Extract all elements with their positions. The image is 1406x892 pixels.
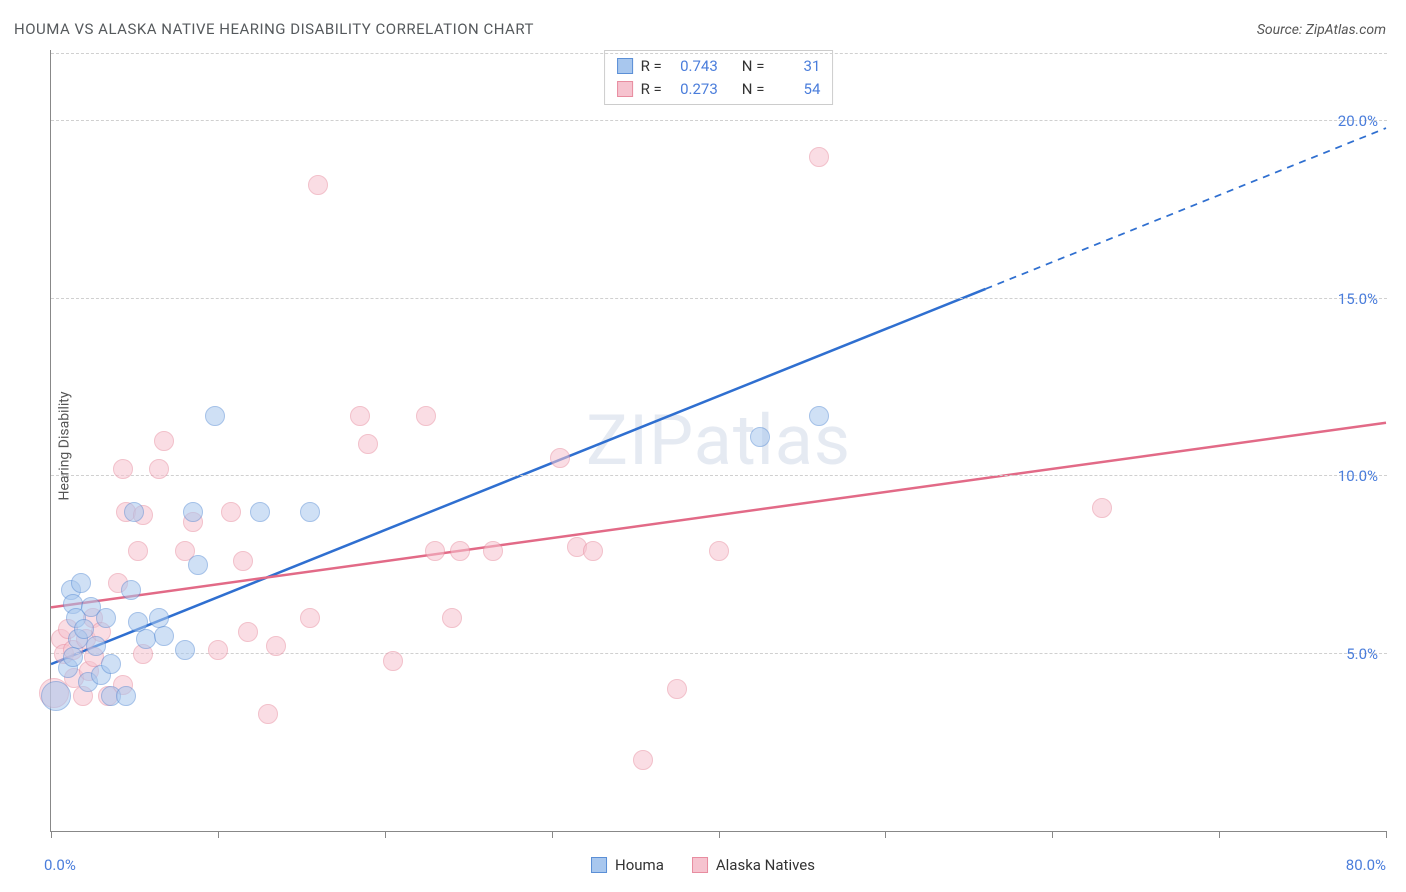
scatter-point-houma [86, 636, 106, 656]
x-tick [1386, 831, 1387, 838]
swatch-alaska [617, 81, 633, 97]
gridline [51, 653, 1387, 654]
x-tick [385, 831, 386, 838]
x-tick [719, 831, 720, 838]
scatter-point-alaska [350, 406, 370, 426]
chart-title: HOUMA VS ALASKA NATIVE HEARING DISABILIT… [14, 20, 534, 38]
scatter-point-houma [121, 580, 141, 600]
scatter-point-alaska [113, 459, 133, 479]
gridline [51, 120, 1387, 121]
x-tick [51, 831, 52, 838]
stats-row-houma: R = 0.743 N = 31 [617, 55, 821, 78]
n-label: N = [742, 78, 765, 101]
scatter-point-alaska [128, 541, 148, 561]
scatter-point-alaska [483, 541, 503, 561]
scatter-point-alaska [709, 541, 729, 561]
scatter-point-houma [809, 406, 829, 426]
scatter-point-alaska [358, 434, 378, 454]
scatter-point-alaska [208, 640, 228, 660]
stats-row-alaska: R = 0.273 N = 54 [617, 78, 821, 101]
scatter-point-alaska [633, 750, 653, 770]
stats-box: R = 0.743 N = 31 R = 0.273 N = 54 [604, 50, 834, 105]
y-tick-label: 10.0% [1338, 467, 1378, 485]
scatter-point-houma [116, 686, 136, 706]
r-label: R = [641, 78, 662, 101]
scatter-point-houma [205, 406, 225, 426]
scatter-point-alaska [238, 622, 258, 642]
x-tick [1052, 831, 1053, 838]
scatter-point-alaska [667, 679, 687, 699]
scatter-point-alaska [149, 459, 169, 479]
scatter-point-houma [136, 629, 156, 649]
x-tick [1219, 831, 1220, 838]
gridline [51, 53, 1387, 54]
scatter-point-houma [63, 647, 83, 667]
legend-item-alaska: Alaska Natives [692, 856, 815, 874]
scatter-point-houma [74, 619, 94, 639]
y-tick-label: 15.0% [1338, 290, 1378, 308]
scatter-point-houma [41, 681, 71, 711]
r-value-alaska: 0.273 [670, 78, 718, 101]
x-tick-label: 0.0% [44, 856, 76, 874]
x-tick [552, 831, 553, 838]
swatch-houma [591, 857, 607, 873]
scatter-point-alaska [308, 175, 328, 195]
scatter-point-alaska [425, 541, 445, 561]
n-value-houma: 31 [772, 55, 820, 78]
scatter-point-alaska [383, 651, 403, 671]
scatter-point-houma [124, 502, 144, 522]
scatter-point-houma [101, 654, 121, 674]
scatter-point-alaska [1092, 498, 1112, 518]
r-value-houma: 0.743 [670, 55, 718, 78]
source-label: Source: ZipAtlas.com [1257, 22, 1386, 38]
scatter-point-houma [250, 502, 270, 522]
n-label: N = [742, 55, 765, 78]
scatter-point-alaska [266, 636, 286, 656]
legend-item-houma: Houma [591, 856, 664, 874]
swatch-houma [617, 58, 633, 74]
gridline [51, 475, 1387, 476]
x-tick-label: 80.0% [1346, 856, 1386, 874]
legend-label-alaska: Alaska Natives [716, 856, 815, 874]
x-tick [218, 831, 219, 838]
scatter-point-houma [750, 427, 770, 447]
scatter-point-houma [300, 502, 320, 522]
scatter-point-alaska [442, 608, 462, 628]
scatter-point-houma [183, 502, 203, 522]
scatter-point-houma [71, 573, 91, 593]
plot-area: ZIPatlas R = 0.743 N = 31 R = 0.273 N = … [50, 50, 1386, 832]
scatter-point-alaska [154, 431, 174, 451]
scatter-point-alaska [450, 541, 470, 561]
scatter-point-alaska [233, 551, 253, 571]
swatch-alaska [692, 857, 708, 873]
scatter-point-houma [96, 608, 116, 628]
scatter-point-alaska [300, 608, 320, 628]
trend-lines [51, 50, 1386, 831]
scatter-point-alaska [583, 541, 603, 561]
r-label: R = [641, 55, 662, 78]
scatter-point-alaska [550, 448, 570, 468]
gridline [51, 298, 1387, 299]
y-tick-label: 20.0% [1338, 112, 1378, 130]
scatter-point-alaska [221, 502, 241, 522]
scatter-point-houma [188, 555, 208, 575]
y-tick-label: 5.0% [1346, 645, 1378, 663]
x-tick [885, 831, 886, 838]
chart-container: HOUMA VS ALASKA NATIVE HEARING DISABILIT… [0, 0, 1406, 892]
bottom-legend: Houma Alaska Natives [591, 856, 815, 874]
scatter-point-alaska [258, 704, 278, 724]
scatter-point-houma [154, 626, 174, 646]
scatter-point-houma [175, 640, 195, 660]
scatter-point-alaska [416, 406, 436, 426]
scatter-point-alaska [809, 147, 829, 167]
n-value-alaska: 54 [772, 78, 820, 101]
legend-label-houma: Houma [615, 856, 664, 874]
